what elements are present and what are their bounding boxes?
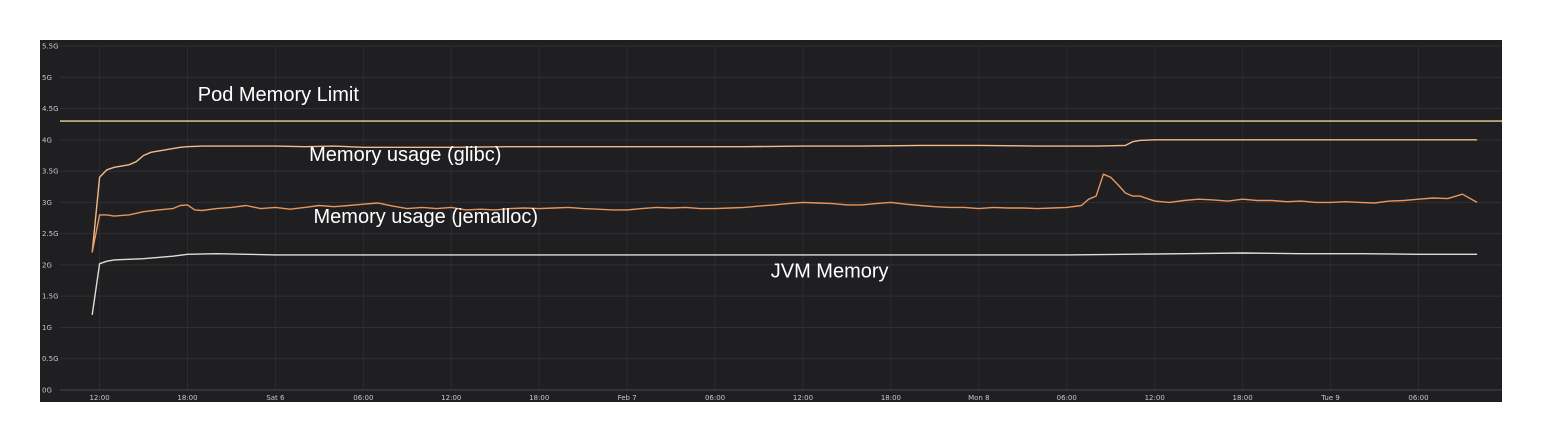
x-tick-label: 12:00	[793, 394, 813, 402]
y-axis: 0G 0.5G 1G 1.5G 2G 2.5G 3G 3.5G 4G 4.5G 5G 5.5G	[42, 43, 59, 395]
memory-line-chart: 0G 0.5G 1G 1.5G 2G 2.5G 3G 3.5G 4G 4.5G 5G 5.5G 12:…	[42, 43, 1502, 402]
x-tick-label: 06:00	[1408, 394, 1428, 402]
y-tick-label: 0G	[42, 387, 52, 395]
x-tick-label: 06:00	[353, 394, 373, 402]
chart-panel: 0G 0.5G 1G 1.5G 2G 2.5G 3G 3.5G 4G 4.5G 5G 5.5G 12:…	[40, 40, 1502, 402]
x-tick-label: 12:00	[441, 394, 461, 402]
annotation-label: Memory usage (glibc)	[309, 144, 501, 166]
y-tick-label: 2.5G	[42, 230, 59, 238]
y-tick-label: 2G	[42, 261, 52, 269]
series-line-jvm-memory	[91, 252, 1478, 316]
annotation-label: Memory usage (jemalloc)	[314, 206, 539, 228]
y-tick-label: 3G	[42, 199, 52, 207]
y-tick-label: 4G	[42, 136, 52, 144]
y-tick-label: 5.5G	[42, 43, 59, 51]
x-tick-label: 18:00	[529, 394, 549, 402]
x-axis: 12:00 18:00 Sat 6 06:00 12:00 18:00 Feb 7 06:00…	[60, 389, 1502, 402]
x-tick-label: 12:00	[89, 394, 109, 402]
y-tick-label: 0.5G	[42, 355, 59, 363]
annotation-label: JVM Memory	[771, 260, 889, 282]
x-tick-label: 12:00	[1145, 394, 1165, 402]
y-tick-label: 3.5G	[42, 168, 59, 176]
y-tick-label: 5G	[42, 74, 52, 82]
y-tick-label: 4.5G	[42, 105, 59, 113]
series-line-memory-usage-jemalloc	[91, 173, 1478, 253]
x-tick-label: 06:00	[1057, 394, 1077, 402]
x-tick-label: 18:00	[881, 394, 901, 402]
y-tick-label: 1.5G	[42, 293, 59, 301]
x-tick-label: Mon 8	[968, 394, 989, 402]
x-tick-label: 18:00	[177, 394, 197, 402]
annotation-layer: Pod Memory Limit Memory usage (glibc) Memo…	[198, 84, 889, 282]
x-tick-label: Sat 6	[266, 394, 285, 402]
series-layer	[60, 120, 1502, 316]
x-tick-label: Tue 9	[1320, 394, 1340, 402]
x-tick-label: Feb 7	[618, 394, 637, 402]
series-line-memory-usage-glibc	[91, 139, 1478, 253]
annotation-label: Pod Memory Limit	[198, 84, 360, 106]
x-tick-label: 06:00	[705, 394, 725, 402]
x-tick-label: 18:00	[1233, 394, 1253, 402]
y-tick-label: 1G	[42, 324, 52, 332]
